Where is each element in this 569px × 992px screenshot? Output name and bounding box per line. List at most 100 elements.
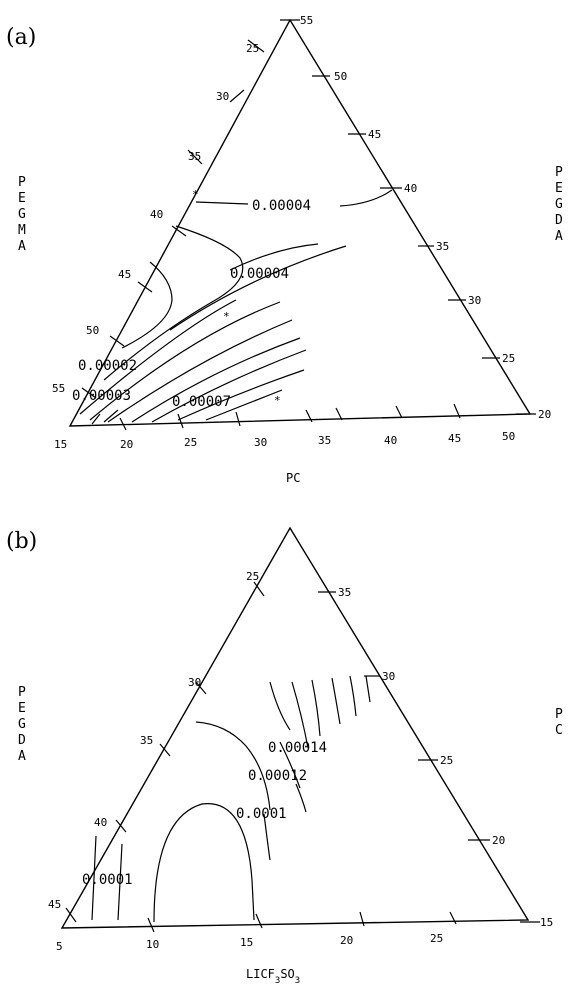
contour-line: [269, 681, 291, 731]
panel-a-contours: [79, 189, 393, 425]
panel-b-contour-label: 0.00014: [268, 740, 327, 756]
panel-a-bottom-tick-label: 20: [120, 438, 133, 451]
panel-a-contour-labels: 0.00004 0.00004 0.00002 0.00003 0.00007: [72, 198, 311, 410]
axis-label-part: LICF: [246, 967, 275, 981]
contour-line: [131, 337, 301, 423]
panel-b-bottom-tick-label: 25: [430, 932, 443, 945]
contour-line: [103, 225, 244, 381]
panel-b-left-tick-label: 30: [188, 676, 201, 689]
panel-a-tick-l-45: [137, 281, 153, 293]
panel-a-right-tick-label: 50: [334, 70, 347, 83]
panel-a-right-tick-label: 55: [300, 14, 313, 27]
panel-b-right-tick-label: 25: [440, 754, 453, 767]
panel-b-contours: [91, 675, 371, 923]
panel-b-bottom-tick-label: 5: [56, 940, 63, 953]
axis-label-subscript: 3: [275, 976, 280, 986]
panel-b-left-tick-labels: 25 30 35 40 45: [48, 570, 259, 911]
panel-b-right-ticks: [318, 591, 540, 923]
panel-b-tick-l-40: [115, 819, 127, 833]
panel-a-tick-b-45: [395, 405, 403, 419]
panel-a-bottom-tick-label: 25: [184, 436, 197, 449]
panel-a-tick-l-55: [81, 387, 97, 399]
contour-line: [91, 413, 101, 425]
panel-b-left-ticks: [65, 581, 265, 923]
axis-label-letter: A: [18, 239, 26, 254]
panel-a-right-tick-label: 30: [468, 294, 481, 307]
panel-a-markers: * * *: [192, 188, 281, 407]
panel-b-tick-b-20: [359, 911, 365, 927]
contour-line: [89, 301, 281, 421]
axis-label-letter: M: [18, 223, 26, 238]
panel-b-left-tick-label: 25: [246, 570, 259, 583]
contour-line: [79, 299, 237, 415]
contour-line: [295, 783, 307, 813]
panel-a-tick-b-20: [119, 417, 127, 431]
contour-line: [103, 409, 119, 423]
panel-b-triangle: [60, 526, 530, 929]
panel-b-left-tick-label: 45: [48, 898, 61, 911]
panel-a-right-ticks: [280, 19, 536, 415]
contour-line: [195, 201, 249, 205]
panel-a-left-tick-label: 35: [188, 150, 201, 163]
contour-line: [349, 675, 357, 717]
panel-a-bottom-tick-label: 50: [502, 430, 515, 443]
panel-a-tick-l-25: [247, 39, 265, 53]
panel-a-bottom-tick-label: 35: [318, 434, 331, 447]
contour-line: [311, 679, 321, 737]
panel-b-right-tick-label: 20: [492, 834, 505, 847]
panel-b-right-tick-labels: 35 30 25 20 15: [338, 586, 553, 929]
panel-b-tick-l-35: [159, 743, 171, 757]
contour-line: [151, 349, 307, 423]
contour-line: [229, 243, 319, 271]
panel-b-bottom-tick-label: 20: [340, 934, 353, 947]
axis-label-part: SO: [280, 967, 294, 981]
contour-line: [195, 721, 271, 811]
contour-line: [121, 261, 173, 349]
contour-line: [153, 803, 255, 923]
panel-b-label: (b): [6, 529, 37, 554]
panel-a-right-tick-labels: 55 50 45 40 35 30 25 20: [300, 14, 551, 421]
panel-b: (b) 5 10 15 20 25 25 30 35 40: [6, 526, 563, 986]
axis-label-letter: A: [555, 229, 563, 244]
panel-a-tick-b-40: [335, 407, 343, 421]
axis-label-letter: P: [18, 175, 26, 190]
panel-a-bottom-tick-label: 40: [384, 434, 397, 447]
panel-a-tick-l-35: [187, 149, 203, 165]
panel-a-left-ticks: [81, 39, 265, 399]
panel-b-bottom-tick-label: 10: [146, 938, 159, 951]
marker-star: *: [274, 394, 281, 407]
panel-a-tick-b-50: [453, 403, 461, 419]
panel-a-left-tick-label: 50: [86, 324, 99, 337]
panel-a-left-tick-label: 40: [150, 208, 163, 221]
panel-a-bottom-axis-label: PC: [286, 471, 300, 485]
panel-b-left-tick-label: 40: [94, 816, 107, 829]
axis-label-subscript: 3: [295, 976, 300, 986]
panel-b-left-tick-label: 35: [140, 734, 153, 747]
panel-b-tick-b-10: [147, 917, 155, 933]
panel-a-contour-label: 0.00002: [78, 358, 137, 374]
panel-b-tick-b-25: [449, 911, 457, 925]
panel-a-tick-l-40: [171, 225, 187, 237]
axis-label-letter: G: [555, 197, 563, 212]
panel-a: (a) 15 20 25 30 35 40 45 50: [6, 14, 563, 485]
panel-b-bottom-ticks: [147, 911, 457, 933]
panel-a-bottom-tick-label: 30: [254, 436, 267, 449]
contour-line: [117, 843, 123, 921]
panel-a-left-tick-label: 25: [246, 42, 259, 55]
axis-label-letter: P: [555, 707, 563, 722]
panel-b-tick-l-25: [253, 581, 265, 597]
panel-a-left-tick-label: 55: [52, 382, 65, 395]
panel-b-contour-label: 0.0001: [82, 872, 133, 888]
panel-a-triangle: [68, 18, 532, 427]
panel-a-bottom-tick-label: 45: [448, 432, 461, 445]
axis-label-letter: E: [18, 191, 26, 206]
marker-star: *: [192, 188, 199, 201]
axis-label-letter: G: [18, 717, 26, 732]
panel-a-tick-l-50: [109, 335, 125, 347]
panel-b-contour-labels: 0.00014 0.00012 0.0001 0.0001: [82, 740, 327, 888]
contour-line: [169, 245, 347, 331]
panel-a-bottom-ticks: [119, 403, 461, 431]
